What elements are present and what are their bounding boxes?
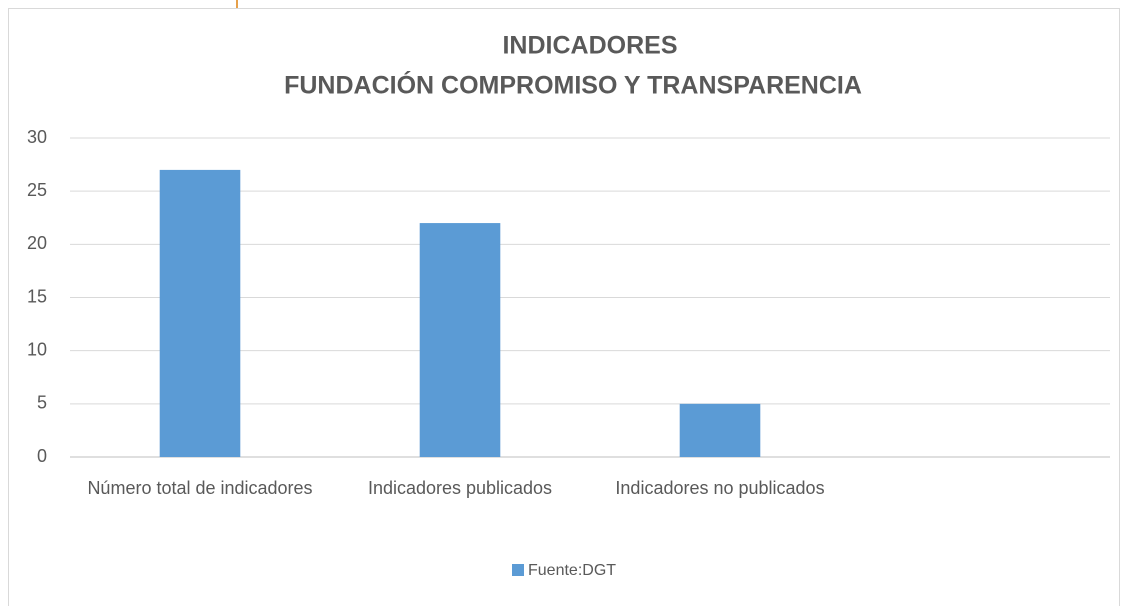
y-tick-label: 25: [27, 180, 47, 200]
y-tick-label: 15: [27, 286, 47, 306]
x-tick-label: Número total de indicadores: [87, 478, 313, 498]
y-tick-label: 5: [37, 393, 47, 413]
chart-title: FUNDACIÓN COMPROMISO Y TRANSPARENCIA: [284, 70, 862, 100]
bar: [419, 223, 501, 457]
y-tick-label: 0: [37, 446, 47, 466]
bar: [159, 169, 241, 457]
legend-label: Fuente:DGT: [528, 562, 616, 579]
y-tick-label: 30: [27, 127, 47, 147]
x-tick-label: Indicadores publicados: [367, 478, 553, 498]
x-tick-label: Indicadores no publicados: [615, 478, 825, 498]
chart-title: INDICADORES: [502, 32, 677, 60]
y-tick-label: 20: [27, 233, 47, 253]
bar: [679, 403, 761, 457]
y-tick-label: 10: [27, 339, 47, 359]
legend-swatch: [512, 564, 524, 576]
